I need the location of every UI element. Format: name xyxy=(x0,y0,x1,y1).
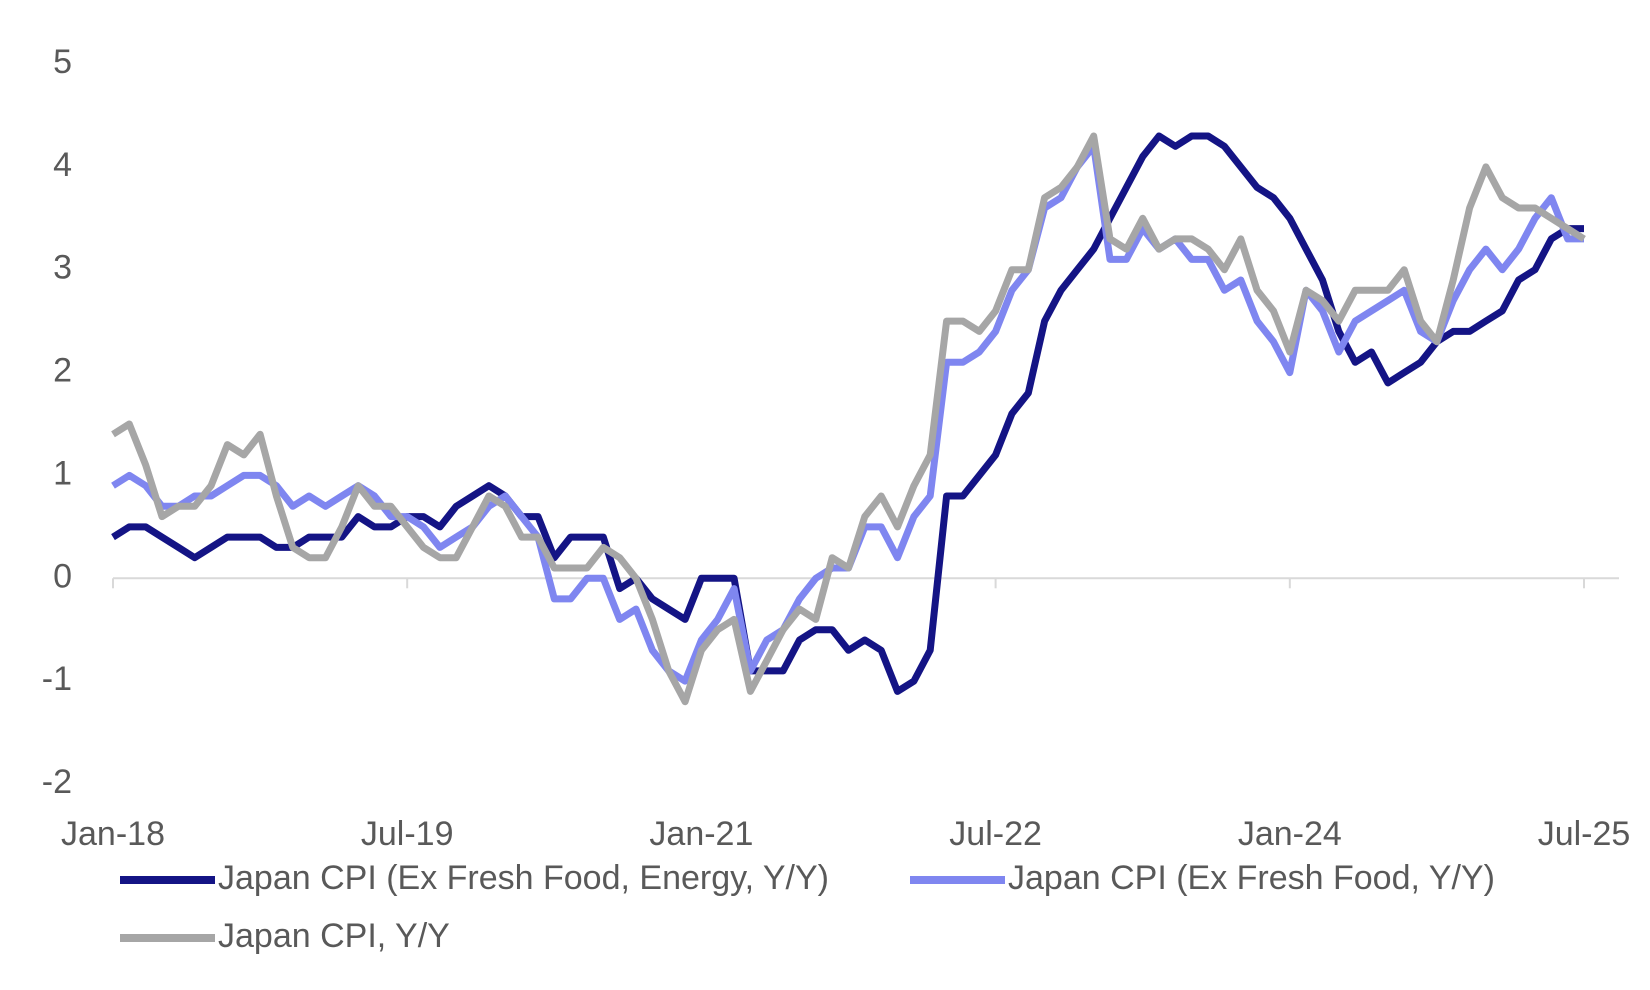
x-tick-label: Jul-25 xyxy=(1538,815,1631,853)
x-tick-label: Jan-21 xyxy=(649,815,753,853)
y-tick-label: -2 xyxy=(42,763,72,801)
y-tick-label: 5 xyxy=(53,43,72,81)
y-tick-label: 1 xyxy=(53,454,72,492)
x-tick-label: Jan-24 xyxy=(1238,815,1342,853)
y-tick-label: -1 xyxy=(42,660,72,698)
series-line xyxy=(111,132,1584,695)
series-line xyxy=(111,132,1586,706)
y-tick-label: 2 xyxy=(53,352,72,390)
x-tick-label: Jul-22 xyxy=(949,815,1042,853)
legend-label: Japan CPI (Ex Fresh Food, Y/Y) xyxy=(1008,859,1495,897)
x-tick-label: Jul-19 xyxy=(361,815,454,853)
series-line xyxy=(111,142,1584,685)
legend-label: Japan CPI, Y/Y xyxy=(218,917,450,955)
legend-label: Japan CPI (Ex Fresh Food, Energy, Y/Y) xyxy=(218,859,829,897)
y-tick-label: 0 xyxy=(53,557,72,595)
y-tick-label: 3 xyxy=(53,249,72,287)
x-tick-label: Jan-18 xyxy=(61,815,165,853)
y-tick-label: 4 xyxy=(53,146,72,184)
